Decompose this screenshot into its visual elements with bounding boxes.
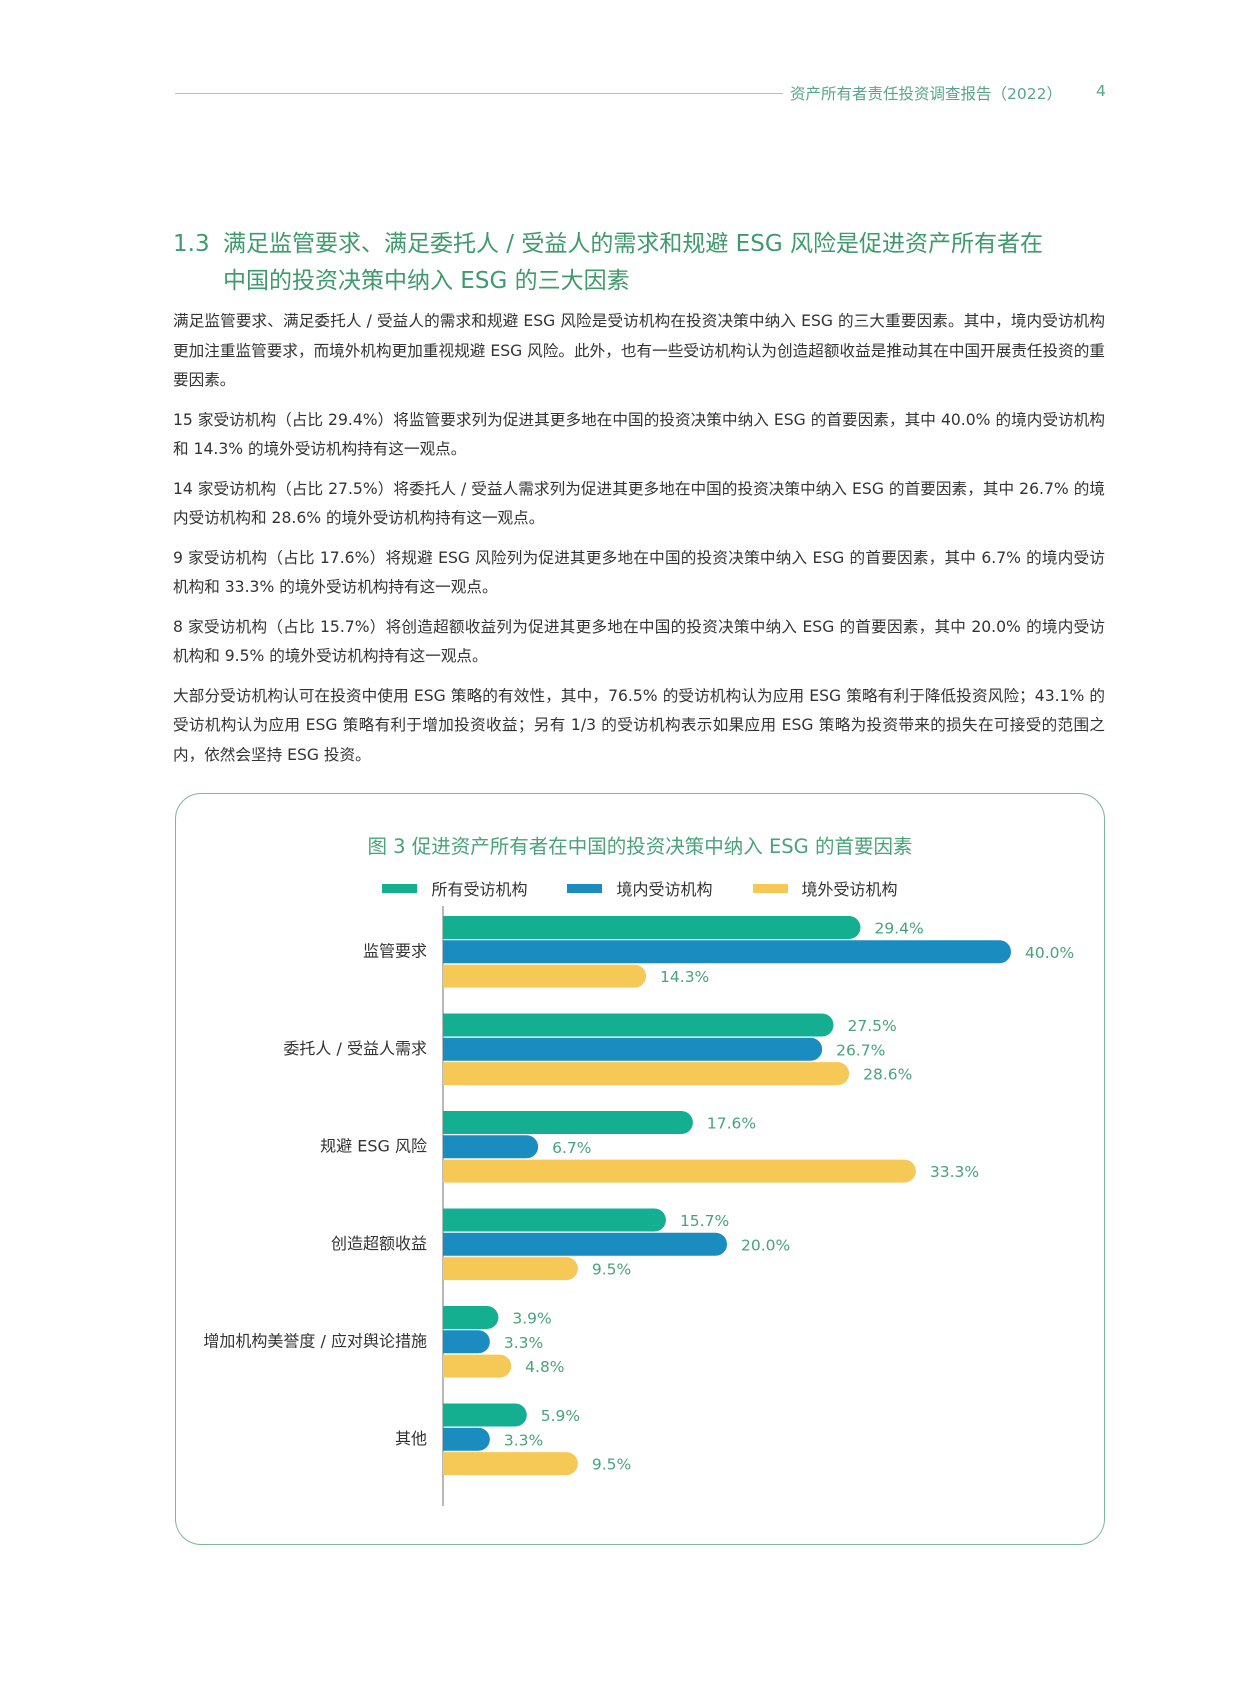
legend-label: 所有受访机构 xyxy=(431,880,528,899)
legend-label: 境内受访机构 xyxy=(616,880,713,899)
paragraph: 15 家受访机构（占比 29.4%）将监管要求列为促进其更多地在中国的投资决策中… xyxy=(173,410,1105,459)
legend-swatch xyxy=(567,883,603,893)
bar xyxy=(443,1159,916,1183)
category-label: 委托人 / 受益人需求 xyxy=(283,1039,427,1058)
category-label: 其他 xyxy=(395,1429,427,1448)
bar xyxy=(443,1427,490,1451)
bar xyxy=(443,1135,539,1159)
data-label: 9.5% xyxy=(592,1456,631,1474)
chart-legend: 所有受访机构 境内受访机构 境外受访机构 xyxy=(176,876,1104,900)
data-label: 20.0% xyxy=(741,1236,790,1254)
bar xyxy=(443,1111,693,1134)
legend-swatch xyxy=(382,883,418,893)
section-title-line2: 中国的投资决策中纳入 ESG 的三大因素 xyxy=(223,268,630,294)
data-label: 9.5% xyxy=(592,1261,631,1279)
bar xyxy=(443,1037,823,1061)
data-label: 28.6% xyxy=(863,1066,912,1084)
bar-chart: 监管要求 29.4% 40.0% 14.3% 委托人 / 受益人需求 27.5% 26.7%… xyxy=(203,906,1074,1506)
legend-item-all: 所有受访机构 xyxy=(382,876,527,900)
data-label: 29.4% xyxy=(874,920,923,938)
bar xyxy=(443,940,1011,964)
data-label: 15.7% xyxy=(680,1212,729,1230)
paragraph: 9 家受访机构（占比 17.6%）将规避 ESG 风险列为促进其更多地在中国的投… xyxy=(173,548,1105,597)
data-label: 5.9% xyxy=(541,1407,580,1425)
legend-item-overseas: 境外受访机构 xyxy=(752,876,898,900)
data-label: 14.3% xyxy=(660,968,709,986)
paragraph: 14 家受访机构（占比 27.5%）将委托人 / 受益人需求列为促进其更多地在中… xyxy=(173,479,1105,528)
data-label: 3.3% xyxy=(504,1334,543,1352)
data-label: 40.0% xyxy=(1025,944,1074,962)
data-label: 26.7% xyxy=(836,1041,885,1059)
bar xyxy=(443,1013,834,1037)
category-label: 创造超额收益 xyxy=(331,1234,427,1253)
bar xyxy=(443,1403,527,1427)
bar xyxy=(443,1452,578,1476)
figure-box: 图 3 促进资产所有者在中国的投资决策中纳入 ESG 的首要因素 所有受访机构 … xyxy=(175,793,1105,1545)
chart-title: 图 3 促进资产所有者在中国的投资决策中纳入 ESG 的首要因素 xyxy=(367,835,913,858)
body-text: 满足监管要求、满足委托人 / 受益人的需求和规避 ESG 风险是受访机构在投资决… xyxy=(173,307,1105,780)
paragraph: 大部分受访机构认可在投资中使用 ESG 策略的有效性，其中，76.5% 的受访机… xyxy=(173,686,1105,764)
category-label: 监管要求 xyxy=(363,941,427,960)
category-label: 增加机构美誉度 / 应对舆论措施 xyxy=(203,1331,427,1350)
report-title: 资产所有者责任投资调查报告（2022） xyxy=(790,85,1062,103)
bar xyxy=(443,1330,490,1354)
data-label: 3.9% xyxy=(512,1310,551,1328)
bar xyxy=(443,1232,727,1256)
data-label: 3.3% xyxy=(504,1431,543,1449)
bar xyxy=(443,1257,578,1281)
section-heading: 1.3 满足监管要求、满足委托人 / 受益人的需求和规避 ESG 风险是促进资产所… xyxy=(173,226,1113,300)
data-label: 4.8% xyxy=(525,1358,564,1376)
bar xyxy=(443,916,861,939)
bar xyxy=(443,1062,850,1086)
header-rule xyxy=(175,93,783,94)
legend-label: 境外受访机构 xyxy=(801,880,898,899)
bar xyxy=(443,1354,512,1378)
data-label: 6.7% xyxy=(552,1139,591,1157)
section-number: 1.3 xyxy=(173,231,210,257)
data-label: 17.6% xyxy=(707,1115,756,1133)
bar xyxy=(443,1208,666,1232)
legend-item-domestic: 境内受访机构 xyxy=(567,876,713,900)
legend-swatch xyxy=(752,883,788,893)
paragraph: 8 家受访机构（占比 15.7%）将创造超额收益列为促进其更多地在中国的投资决策… xyxy=(173,617,1105,666)
paragraph: 满足监管要求、满足委托人 / 受益人的需求和规避 ESG 风险是受访机构在投资决… xyxy=(173,312,1105,389)
bar xyxy=(443,964,647,988)
data-label: 27.5% xyxy=(848,1017,897,1035)
bar xyxy=(443,1306,499,1329)
data-label: 33.3% xyxy=(930,1163,979,1181)
category-label: 规避 ESG 风险 xyxy=(320,1136,427,1155)
page-number: 4 xyxy=(1096,82,1106,100)
section-title-line1: 满足监管要求、满足委托人 / 受益人的需求和规避 ESG 风险是促进资产所有者在 xyxy=(223,231,1043,257)
